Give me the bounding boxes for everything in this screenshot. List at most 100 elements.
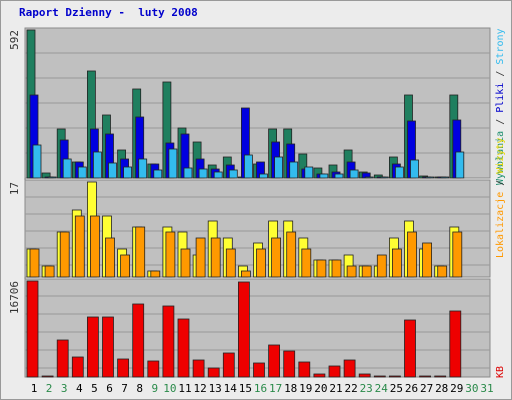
bar-kb-day-15: [237, 281, 250, 378]
x-tick-label: 13: [209, 382, 222, 395]
bar-kb-day-23: [358, 373, 371, 378]
bar-lokalizacje-day-24: [376, 254, 387, 278]
bar-lokalizacje-day-9: [150, 270, 161, 278]
bar-lokalizacje-day-17: [271, 237, 282, 278]
x-tick-label: 21: [329, 382, 342, 395]
legend-entry: Pliki: [495, 83, 506, 113]
bar-lokalizacje-day-5: [90, 215, 100, 278]
panel-bot-max-label: 16706: [8, 281, 21, 314]
bar-strony-day-7: [123, 166, 132, 179]
bar-strony-day-13: [213, 171, 223, 179]
bar-lokalizacje-day-26: [407, 231, 417, 278]
bar-lokalizacje-day-7: [120, 254, 130, 278]
bar-strony-day-5: [93, 151, 102, 179]
x-tick-label: 1: [31, 382, 38, 395]
bar-lokalizacje-day-14: [225, 248, 236, 278]
x-tick-label: 25: [390, 382, 403, 395]
x-tick-label: 28: [435, 382, 448, 395]
x-tick-label: 24: [375, 382, 389, 395]
bar-kb-day-13: [207, 367, 220, 378]
panel-bot-legend: KB: [495, 366, 506, 378]
bar-lokalizacje-day-15: [240, 270, 251, 278]
legend-entry: Wizyty: [495, 138, 506, 174]
bar-strony-day-11: [183, 167, 193, 179]
bar-lokalizacje-day-4: [74, 215, 85, 278]
x-tick-label: 16: [254, 382, 267, 395]
x-tick-label: 26: [405, 382, 418, 395]
bar-strony-day-18: [289, 161, 299, 179]
panel-top-legend: Wywołania / Pliki / Strony: [495, 28, 506, 185]
bar-strony-day-29: [455, 151, 465, 179]
panel-mid-max-label: 17: [8, 182, 21, 195]
bar-strony-day-1: [32, 144, 42, 179]
x-tick-label: 18: [284, 382, 297, 395]
legend-entry: KB: [495, 366, 506, 378]
x-tick-label: 14: [224, 382, 238, 395]
bar-strony-day-2: [47, 176, 57, 179]
bar-lokalizacje-day-25: [391, 248, 402, 278]
bar-kb-day-2: [41, 375, 54, 378]
bar-strony-day-26: [410, 159, 419, 179]
x-tick-label: 23: [360, 382, 373, 395]
x-tick-label: 22: [344, 382, 357, 395]
chart-title: Raport Dzienny - luty 2008: [19, 6, 198, 19]
bar-kb-day-26: [404, 319, 416, 378]
bar-strony-day-25: [394, 166, 404, 179]
bar-lokalizacje-day-12: [195, 237, 206, 278]
legend-entry: /: [495, 174, 506, 192]
bar-strony-day-12: [198, 168, 208, 179]
bar-kb-day-19: [298, 361, 311, 378]
x-tick-label: 5: [91, 382, 98, 395]
bar-lokalizacje-day-1: [29, 248, 40, 278]
bar-strony-day-28: [440, 176, 450, 179]
bar-kb-day-10: [162, 305, 175, 378]
bar-kb-day-3: [56, 339, 69, 378]
bar-lokalizacje-day-8: [135, 226, 146, 278]
bar-lokalizacje-day-11: [180, 248, 191, 278]
bar-lokalizacje-day-21: [331, 259, 342, 278]
bar-kb-day-24: [373, 375, 386, 378]
bar-kb-day-28: [434, 375, 447, 378]
bar-strony-day-22: [349, 169, 359, 179]
bar-lokalizacje-day-23: [361, 265, 372, 278]
bar-strony-day-4: [77, 166, 87, 179]
bar-kb-day-29: [449, 310, 462, 378]
x-tick-label: 6: [106, 382, 113, 395]
bar-kb-day-5: [87, 316, 99, 378]
bar-lokalizacje-day-28: [437, 265, 448, 278]
bar-kb-day-27: [419, 375, 432, 378]
x-tick-label: 9: [151, 382, 158, 395]
x-tick-label: 3: [61, 382, 68, 395]
bar-lokalizacje-day-6: [105, 237, 115, 278]
legend-entry: Strony: [495, 28, 506, 64]
bar-kb-day-12: [192, 359, 205, 378]
bar-kb-day-1: [26, 280, 39, 378]
bar-strony-day-6: [108, 162, 117, 179]
bar-strony-day-17: [274, 156, 284, 179]
bar-lokalizacje-day-27: [422, 242, 433, 278]
bar-strony-day-27: [425, 176, 435, 179]
bar-strony-day-14: [228, 169, 238, 179]
bar-kb-day-9: [147, 360, 160, 378]
bar-strony-day-8: [138, 158, 148, 179]
bar-strony-day-21: [334, 173, 344, 179]
x-tick-label: 27: [420, 382, 433, 395]
x-tick-label: 20: [314, 382, 327, 395]
bar-strony-day-10: [168, 148, 178, 179]
bar-lokalizacje-day-3: [59, 231, 70, 278]
x-tick-label: 31: [480, 382, 493, 395]
legend-entry: /: [495, 113, 506, 131]
bar-strony-day-3: [62, 158, 72, 179]
panel-mid-legend: Lokalizacje / Wizyty: [495, 138, 506, 258]
bar-lokalizacje-day-22: [346, 265, 357, 278]
bar-kb-day-18: [283, 350, 296, 378]
x-tick-label: 29: [450, 382, 463, 395]
bar-kb-day-16: [253, 362, 265, 378]
bar-kb-day-7: [117, 358, 129, 378]
bar-kb-day-25: [388, 375, 401, 378]
legend-entry: /: [495, 65, 506, 83]
bar-kb-day-21: [328, 365, 341, 378]
legend-entry: Lokalizacje: [495, 192, 506, 258]
bar-lokalizacje-day-20: [316, 259, 327, 278]
